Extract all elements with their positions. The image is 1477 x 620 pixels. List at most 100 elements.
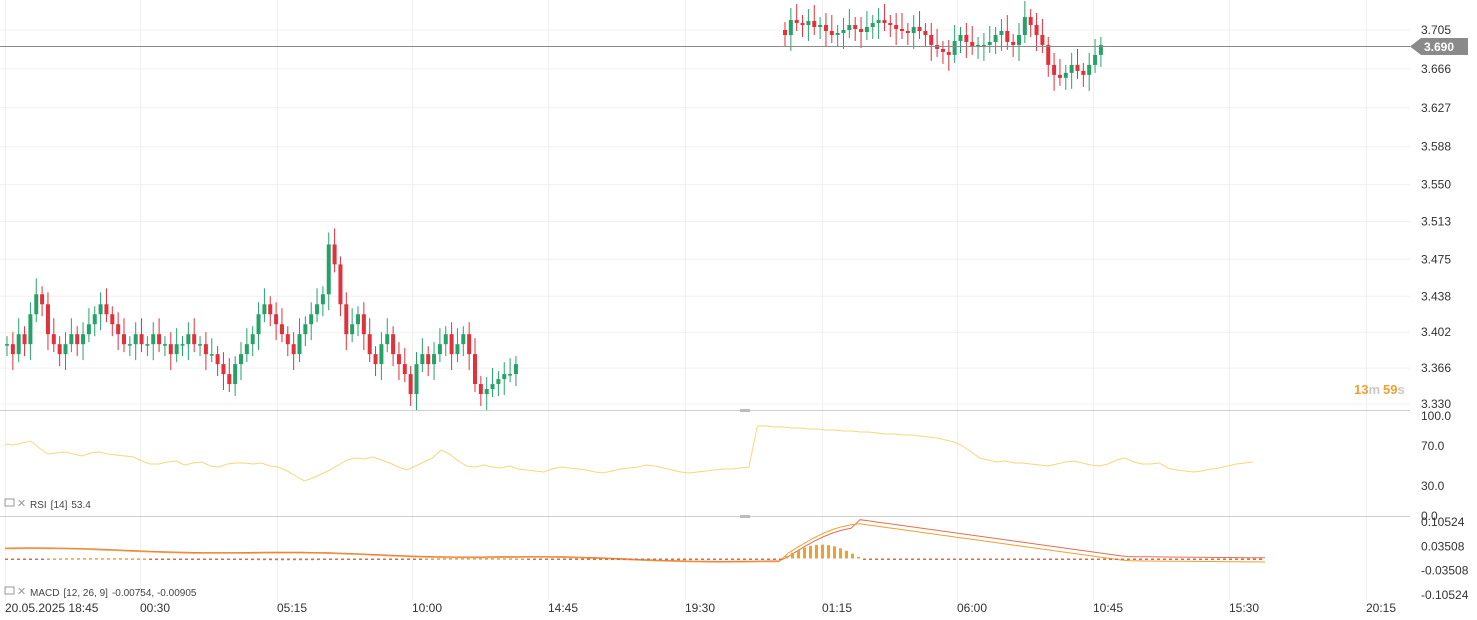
macd-histogram-bar [251, 558, 254, 561]
candle [268, 304, 273, 315]
macd-histogram-bar [1097, 558, 1100, 560]
macd-histogram-bar [527, 558, 530, 560]
macd-histogram-bar [1109, 558, 1112, 560]
y-tick-label: 3.705 [1421, 23, 1451, 37]
macd-line [5, 523, 1266, 563]
candle [157, 334, 162, 345]
candle [1075, 64, 1080, 71]
macd-histogram-bar [1013, 558, 1016, 560]
x-tick-label: 20:15 [1366, 601, 1396, 615]
macd-histogram-bar [83, 558, 86, 560]
macd-histogram-bar [1217, 558, 1220, 560]
macd-histogram-bar [1067, 558, 1070, 560]
macd-histogram-bar [1133, 558, 1136, 560]
macd-histogram-bar [941, 558, 944, 560]
candle [332, 244, 337, 265]
macd-histogram-bar [617, 558, 620, 560]
macd-histogram-bar [605, 558, 608, 560]
macd-histogram-bar [161, 558, 164, 560]
macd-histogram-bar [41, 558, 44, 560]
candle [1017, 34, 1021, 45]
macd-histogram-bar [581, 558, 584, 560]
x-tick-label: 10:45 [1093, 601, 1123, 615]
candle [28, 314, 33, 345]
rsi-panel [4, 425, 1254, 482]
macd-histogram-bar [1139, 558, 1142, 560]
x-tick-label: 15:30 [1229, 601, 1259, 615]
candle [1069, 64, 1074, 73]
candle [473, 354, 477, 385]
macd-histogram-bar [389, 558, 392, 560]
macd-histogram-bar [641, 558, 644, 561]
candle [888, 23, 893, 26]
close-icon[interactable]: ✕ [17, 586, 26, 598]
macd-histogram-bar [317, 558, 320, 561]
y-tick-label: 3.550 [1421, 178, 1451, 192]
macd-histogram-bar [845, 550, 848, 559]
candle [151, 334, 156, 345]
macd-histogram-bar [1103, 558, 1106, 560]
macd-histogram-bar [827, 545, 830, 559]
macd-histogram-bar [113, 558, 116, 560]
macd-histogram-bar [1205, 558, 1208, 560]
macd-histogram-bar [689, 558, 692, 561]
macd-panel [4, 519, 1266, 563]
macd-histogram-bar [257, 558, 260, 561]
macd-histogram-bar [287, 558, 290, 561]
macd-resize-handle[interactable] [740, 515, 750, 518]
macd-histogram-bar [233, 558, 236, 560]
rsi-legend: ✕ RSI [14] 53.4 [4, 498, 91, 511]
svg-text:RSI[14]53.4: RSI [14] 53.4 [30, 500, 91, 511]
candle [999, 30, 1004, 35]
macd-histogram-bar [167, 558, 170, 560]
macd-histogram-bar [707, 558, 710, 560]
candle [443, 334, 448, 345]
macd-histogram-bar [977, 558, 980, 560]
panel-settings-icon[interactable] [4, 586, 15, 595]
candle [823, 25, 828, 31]
candle [396, 354, 401, 365]
candle [98, 304, 103, 315]
candle [373, 354, 378, 365]
candle [1093, 54, 1098, 65]
macd-histogram-bar [1049, 558, 1052, 560]
macd-histogram-bar [869, 558, 872, 560]
macd-histogram-bar [539, 558, 542, 560]
candle [162, 344, 167, 346]
candle [408, 374, 413, 395]
macd-histogram-bar [461, 558, 464, 560]
macd-histogram-bar [1025, 558, 1028, 560]
candle [993, 34, 998, 42]
candle [250, 334, 255, 345]
candle [291, 344, 296, 355]
candle [309, 314, 314, 325]
macd-histogram-bar [293, 558, 296, 561]
candle [139, 334, 144, 345]
x-tick-label: 20.05.2025 18:45 [5, 601, 99, 615]
macd-histogram-bar [383, 558, 386, 560]
candle [326, 244, 331, 295]
rsi-resize-handle[interactable] [740, 409, 750, 412]
macd-histogram-bar [407, 558, 410, 560]
macd-histogram-bar [95, 558, 98, 560]
macd-histogram-bar [347, 558, 350, 560]
macd-histogram-bar [623, 558, 626, 561]
macd-histogram-bar [299, 558, 302, 561]
macd-histogram-bar [101, 558, 104, 560]
close-icon[interactable]: ✕ [17, 498, 26, 510]
macd-histogram-bar [791, 552, 794, 559]
macd-histogram-bar [1043, 558, 1046, 560]
macd-histogram-bar [989, 558, 992, 560]
candle [1052, 64, 1057, 75]
candle-countdown: 13m 59s [1354, 382, 1405, 397]
macd-tick-label: -0.10524 [1421, 588, 1469, 602]
macd-histogram-bar [671, 558, 674, 561]
panel-settings-icon[interactable] [4, 498, 15, 507]
macd-histogram-bar [485, 558, 488, 560]
macd-histogram-bar [173, 558, 176, 560]
macd-histogram-bar [665, 558, 668, 561]
candle [127, 344, 132, 346]
candle [86, 324, 91, 335]
